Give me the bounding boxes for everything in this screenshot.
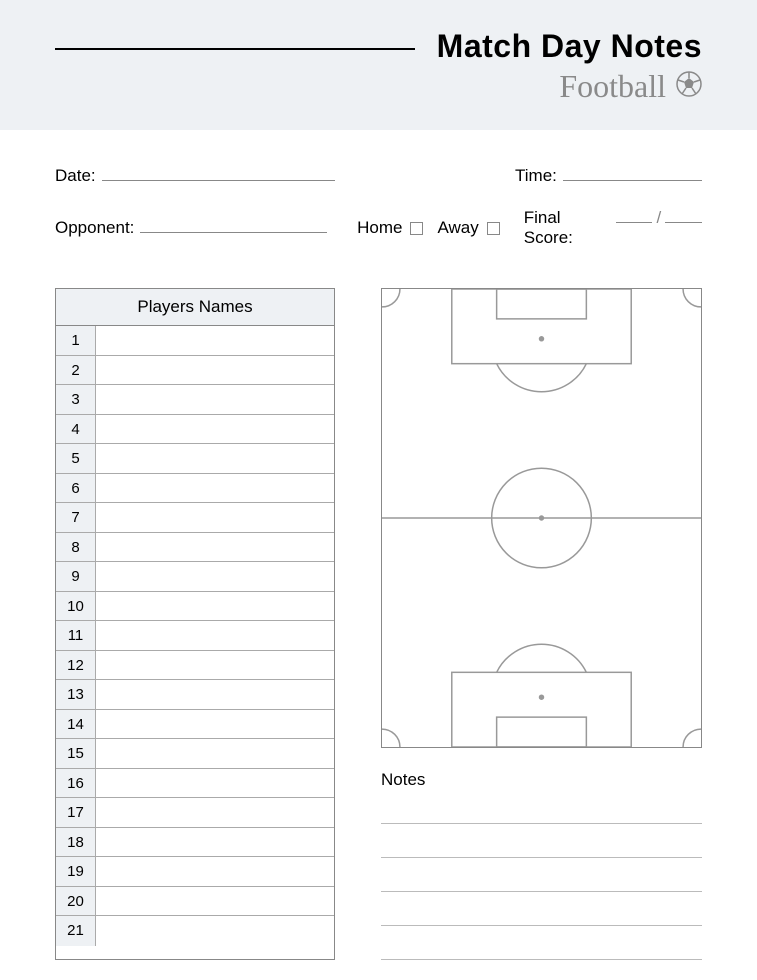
player-name-cell[interactable]	[96, 680, 334, 709]
header-rule	[55, 48, 415, 50]
player-row: 10	[56, 592, 334, 622]
time-input-line[interactable]	[563, 167, 702, 181]
player-number: 1	[56, 326, 96, 355]
player-row: 1	[56, 326, 334, 356]
player-number: 3	[56, 385, 96, 414]
date-input-line[interactable]	[102, 167, 335, 181]
player-row: 16	[56, 769, 334, 799]
player-name-cell[interactable]	[96, 415, 334, 444]
player-number: 19	[56, 857, 96, 886]
player-name-cell[interactable]	[96, 326, 334, 355]
info-row-2: Opponent: Home Away Final Score: /	[55, 208, 702, 248]
player-number: 4	[56, 415, 96, 444]
player-name-cell[interactable]	[96, 503, 334, 532]
player-name-cell[interactable]	[96, 887, 334, 916]
player-row: 9	[56, 562, 334, 592]
player-row: 2	[56, 356, 334, 386]
opponent-input-line[interactable]	[140, 219, 327, 233]
subtitle-text: Football	[559, 68, 666, 105]
away-checkbox[interactable]	[487, 222, 500, 235]
player-row: 6	[56, 474, 334, 504]
opponent-label: Opponent:	[55, 218, 134, 238]
player-number: 16	[56, 769, 96, 798]
player-name-cell[interactable]	[96, 444, 334, 473]
player-row: 15	[56, 739, 334, 769]
player-number: 17	[56, 798, 96, 827]
player-number: 2	[56, 356, 96, 385]
note-line[interactable]	[381, 824, 702, 858]
player-number: 11	[56, 621, 96, 650]
info-row-1: Date: Time:	[55, 166, 702, 186]
player-row: 14	[56, 710, 334, 740]
home-checkbox[interactable]	[410, 222, 423, 235]
players-table: Players Names 12345678910111213141516171…	[55, 288, 335, 960]
player-number: 15	[56, 739, 96, 768]
score-away-line[interactable]	[665, 209, 702, 223]
player-row: 7	[56, 503, 334, 533]
player-name-cell[interactable]	[96, 385, 334, 414]
note-line[interactable]	[381, 926, 702, 960]
player-name-cell[interactable]	[96, 621, 334, 650]
note-line[interactable]	[381, 892, 702, 926]
score-home-line[interactable]	[616, 209, 653, 223]
player-name-cell[interactable]	[96, 651, 334, 680]
player-name-cell[interactable]	[96, 562, 334, 591]
header-band: Match Day Notes Football	[0, 0, 757, 130]
subtitle-group: Football	[559, 68, 702, 105]
final-score-label: Final Score:	[524, 208, 612, 248]
player-name-cell[interactable]	[96, 356, 334, 385]
player-number: 20	[56, 887, 96, 916]
player-row: 11	[56, 621, 334, 651]
player-number: 7	[56, 503, 96, 532]
football-pitch	[381, 288, 702, 748]
player-row: 5	[56, 444, 334, 474]
players-header: Players Names	[56, 289, 334, 326]
player-number: 12	[56, 651, 96, 680]
player-row: 12	[56, 651, 334, 681]
player-number: 6	[56, 474, 96, 503]
player-name-cell[interactable]	[96, 474, 334, 503]
player-number: 14	[56, 710, 96, 739]
player-row: 18	[56, 828, 334, 858]
football-icon	[676, 71, 702, 102]
player-number: 10	[56, 592, 96, 621]
player-row: 19	[56, 857, 334, 887]
player-name-cell[interactable]	[96, 798, 334, 827]
note-line[interactable]	[381, 790, 702, 824]
note-line[interactable]	[381, 858, 702, 892]
player-name-cell[interactable]	[96, 916, 334, 946]
player-row: 13	[56, 680, 334, 710]
player-name-cell[interactable]	[96, 739, 334, 768]
player-number: 13	[56, 680, 96, 709]
page-title: Match Day Notes	[437, 28, 702, 65]
player-name-cell[interactable]	[96, 592, 334, 621]
player-number: 8	[56, 533, 96, 562]
player-number: 21	[56, 916, 96, 946]
score-slash: /	[656, 208, 661, 228]
player-row: 17	[56, 798, 334, 828]
player-number: 9	[56, 562, 96, 591]
player-row: 20	[56, 887, 334, 917]
home-label: Home	[357, 218, 402, 238]
player-number: 5	[56, 444, 96, 473]
time-label: Time:	[515, 166, 557, 186]
player-name-cell[interactable]	[96, 710, 334, 739]
player-name-cell[interactable]	[96, 533, 334, 562]
notes-label: Notes	[381, 770, 702, 790]
player-row: 4	[56, 415, 334, 445]
player-number: 18	[56, 828, 96, 857]
player-row: 8	[56, 533, 334, 563]
away-label: Away	[437, 218, 478, 238]
player-row: 21	[56, 916, 334, 946]
player-name-cell[interactable]	[96, 857, 334, 886]
player-name-cell[interactable]	[96, 769, 334, 798]
player-row: 3	[56, 385, 334, 415]
player-name-cell[interactable]	[96, 828, 334, 857]
date-label: Date:	[55, 166, 96, 186]
